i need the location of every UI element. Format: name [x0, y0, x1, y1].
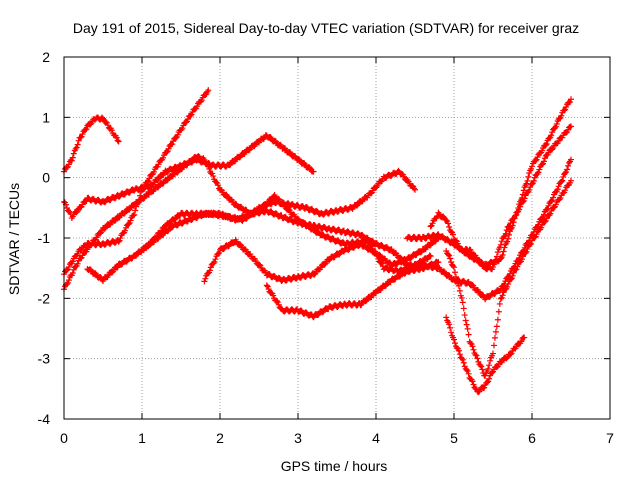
data-markers-arc-9 [443, 314, 528, 396]
y-tick-label: 0 [42, 170, 50, 186]
y-tick-label: -4 [38, 411, 51, 427]
data-markers-arc-5 [84, 167, 418, 285]
x-tick-label: 0 [60, 430, 68, 446]
x-tick-label: 5 [450, 430, 458, 446]
data-markers-arc-3 [61, 87, 212, 278]
y-tick-label: -3 [38, 351, 51, 367]
data-layer [61, 87, 574, 396]
data-markers-arc-7 [263, 258, 442, 321]
x-tick-label: 4 [372, 430, 380, 446]
x-tick-label: 1 [138, 430, 146, 446]
data-markers-arc-2 [61, 132, 317, 222]
x-tick-label: 3 [294, 430, 302, 446]
series-arc-3 [61, 87, 212, 278]
data-markers-arc-1 [61, 114, 122, 175]
series-arc-1 [61, 114, 122, 175]
y-tick-label: 2 [42, 49, 50, 65]
series-arc-8 [139, 156, 574, 303]
series-arc-9 [443, 314, 528, 396]
series-arc-5 [84, 167, 418, 285]
series-arc-7 [263, 258, 442, 321]
data-markers-arc-8 [139, 156, 574, 303]
tick-layer: 0 1 2 3 4 5 6 7 -4 -3 -2 -1 0 1 2 [38, 49, 615, 446]
data-markers-arc-4 [61, 153, 434, 293]
series-arc-6 [201, 234, 442, 285]
y-tick-label: -1 [38, 230, 51, 246]
x-tick-label: 7 [606, 430, 614, 446]
chart-title: Day 191 of 2015, Sidereal Day-to-day VTE… [73, 20, 579, 36]
series-arc-2 [61, 132, 317, 222]
x-tick-label: 6 [528, 430, 536, 446]
y-axis-label: SDTVAR / TECUs [6, 183, 22, 295]
y-tick-label: -2 [38, 290, 51, 306]
x-tick-label: 2 [216, 430, 224, 446]
series-arc-12 [404, 96, 574, 269]
data-markers-arc-10 [443, 177, 574, 379]
y-tick-label: 1 [42, 109, 50, 125]
data-markers-arc-6 [201, 234, 442, 285]
x-axis-label: GPS time / hours [281, 458, 388, 474]
series-arc-10 [443, 177, 574, 379]
series-arc-4 [61, 153, 434, 293]
data-markers-arc-12 [404, 96, 574, 269]
